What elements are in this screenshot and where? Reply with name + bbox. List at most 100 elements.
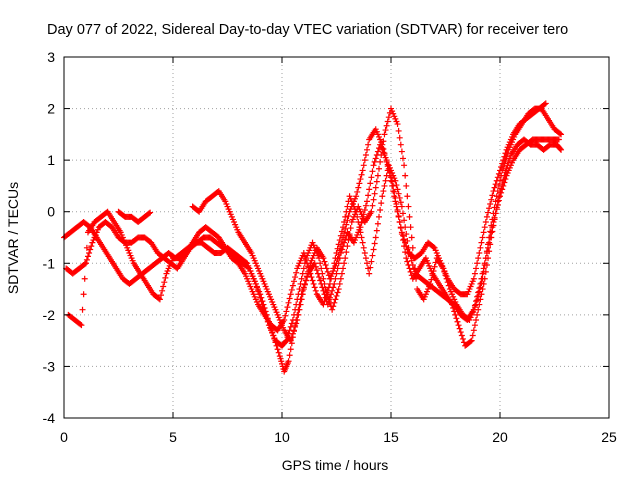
data-point — [396, 194, 403, 201]
data-point — [492, 198, 499, 205]
data-point — [299, 270, 306, 277]
data-point — [500, 182, 507, 189]
data-point — [305, 268, 312, 275]
data-point — [481, 260, 488, 267]
data-point — [399, 232, 406, 239]
data-point — [320, 301, 327, 308]
data-point — [360, 244, 367, 251]
data-point — [357, 176, 364, 183]
data-point — [146, 210, 153, 217]
data-point — [296, 306, 303, 313]
data-point — [300, 286, 307, 293]
data-point — [312, 287, 319, 294]
data-point — [323, 265, 330, 272]
data-point — [158, 292, 165, 299]
data-point — [317, 260, 324, 267]
data-point — [284, 304, 291, 311]
data-point — [359, 239, 366, 246]
data-point — [324, 268, 331, 275]
x-tick-label: 20 — [492, 429, 508, 445]
data-point — [477, 280, 484, 287]
data-point — [471, 322, 478, 329]
data-point — [298, 296, 305, 303]
data-point — [502, 150, 509, 157]
data-point — [320, 275, 327, 282]
data-point — [489, 192, 496, 199]
data-point — [430, 268, 437, 275]
data-point — [304, 273, 311, 280]
data-point — [380, 145, 387, 152]
data-point — [489, 224, 496, 231]
data-point — [390, 188, 397, 195]
data-point — [344, 217, 351, 224]
data-point — [334, 289, 341, 296]
data-point — [368, 208, 375, 215]
data-point — [338, 270, 345, 277]
data-point — [345, 237, 352, 244]
data-point — [381, 150, 388, 157]
data-point — [297, 301, 304, 308]
data-point — [384, 118, 391, 125]
data-point — [486, 205, 493, 212]
data-point — [287, 346, 294, 353]
data-point — [404, 246, 411, 253]
data-point — [397, 224, 404, 231]
data-point — [498, 164, 505, 171]
data-point — [366, 270, 373, 277]
data-point — [333, 292, 340, 299]
data-point — [499, 160, 506, 167]
data-point — [402, 172, 409, 179]
data-point — [364, 146, 371, 153]
data-point — [558, 131, 565, 138]
data-point — [476, 285, 483, 292]
data-point — [391, 193, 398, 200]
data-point — [282, 338, 289, 345]
data-point — [275, 349, 282, 356]
data-point — [308, 274, 315, 281]
data-point — [353, 208, 360, 215]
data-point — [459, 335, 466, 342]
data-point — [362, 202, 369, 209]
data-point — [366, 186, 373, 193]
data-point — [347, 225, 354, 232]
data-point — [408, 234, 415, 241]
data-point — [374, 172, 381, 179]
data-point — [558, 146, 565, 153]
data-point — [497, 167, 503, 174]
data-point — [470, 275, 477, 282]
data-point — [341, 260, 348, 267]
data-point — [379, 193, 386, 200]
data-point — [286, 295, 293, 302]
data-point — [493, 177, 500, 184]
data-marks — [61, 100, 565, 375]
x-tick-label: 0 — [60, 429, 68, 445]
data-point — [337, 275, 344, 282]
data-point — [256, 291, 263, 298]
data-point — [334, 255, 341, 262]
data-point — [381, 131, 388, 138]
data-point — [342, 225, 349, 232]
data-point — [297, 280, 304, 287]
data-point — [312, 263, 319, 270]
data-point — [395, 190, 402, 197]
data-point — [289, 330, 296, 337]
data-point — [370, 196, 377, 203]
data-point — [344, 243, 351, 250]
data-point — [474, 260, 481, 267]
data-point — [396, 219, 403, 226]
data-point — [388, 177, 394, 184]
data-point — [340, 234, 347, 241]
data-point — [370, 246, 377, 253]
data-point — [290, 278, 297, 285]
data-point — [361, 249, 368, 256]
series-s3 — [65, 136, 562, 334]
data-point — [311, 284, 318, 291]
y-tick-label: 0 — [47, 204, 55, 220]
data-point — [305, 263, 312, 270]
data-point — [156, 296, 163, 303]
data-point — [86, 249, 93, 256]
data-point — [79, 306, 86, 313]
data-point — [491, 184, 498, 191]
data-point — [161, 279, 168, 286]
